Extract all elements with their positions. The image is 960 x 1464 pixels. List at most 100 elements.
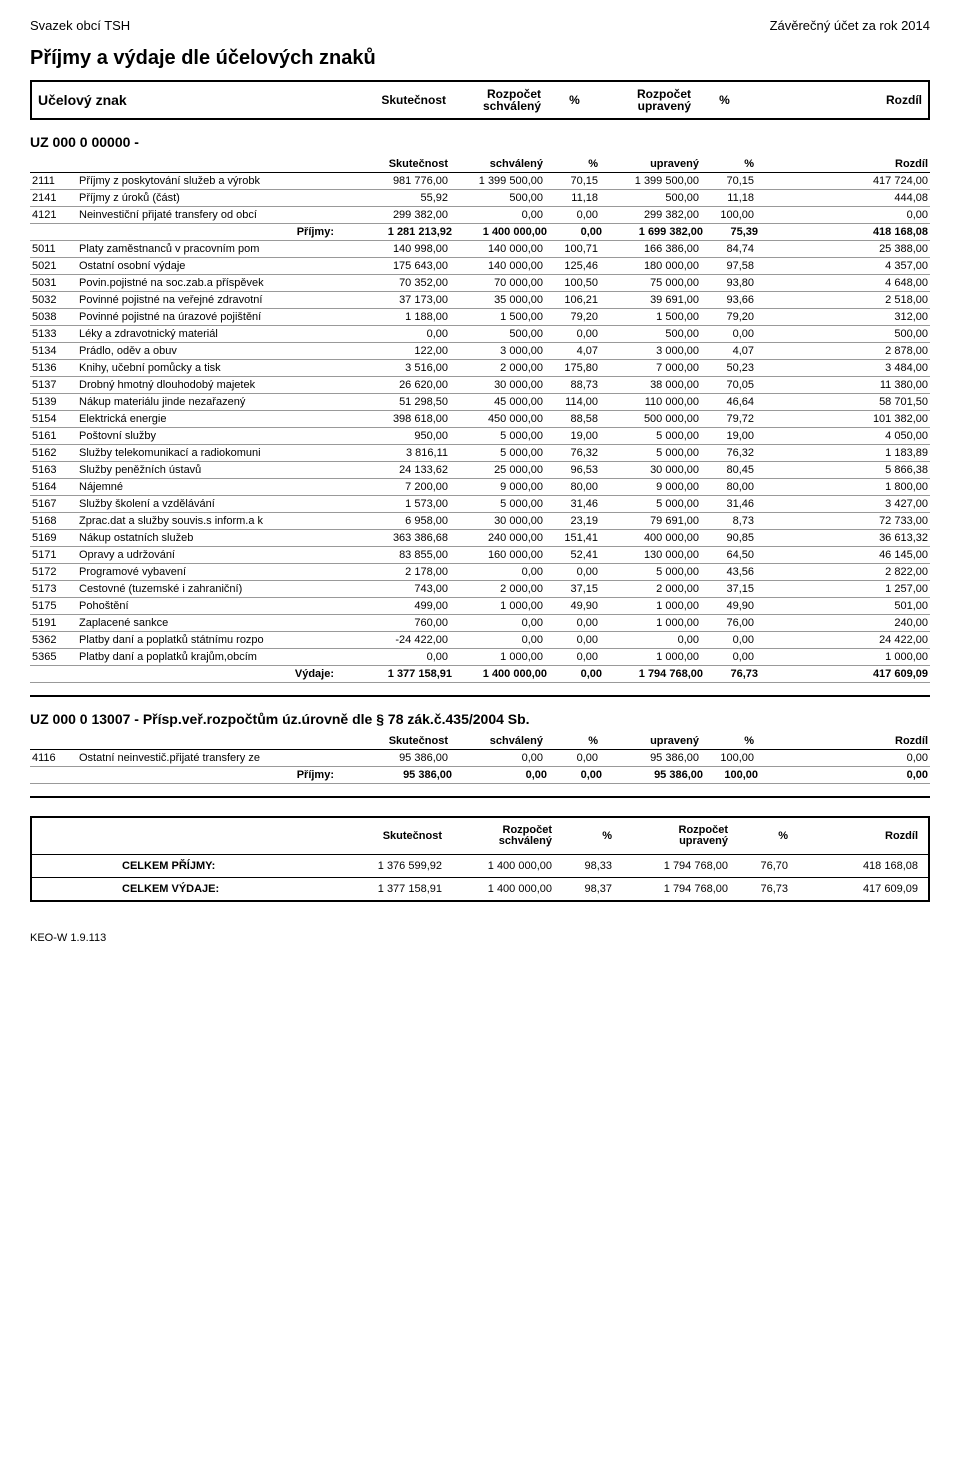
row-name: Zprac.dat a služby souvis.s inform.a k xyxy=(77,515,338,527)
table-row: 5172Programové vybavení2 178,000,000,005… xyxy=(30,564,930,581)
section1-code: UZ 000 0 00000 - xyxy=(30,134,930,150)
table-row: 2111Příjmy z poskytování služeb a výrobk… xyxy=(30,173,930,190)
row-upr: 0,00 xyxy=(604,634,699,646)
row-p2: 37,15 xyxy=(699,583,760,595)
row-skut: 499,00 xyxy=(338,600,448,612)
table-row: 5162Služby telekomunikací a radiokomuni3… xyxy=(30,445,930,462)
row-name: Prádlo, oděv a obuv xyxy=(77,345,338,357)
sh-sch: schválený xyxy=(448,158,543,170)
row-p2: 46,64 xyxy=(699,396,760,408)
row-name: Příjmy: xyxy=(77,769,342,781)
row-skut: -24 422,00 xyxy=(338,634,448,646)
row-name: Elektrická energie xyxy=(77,413,338,425)
table-row: 5139Nákup materiálu jinde nezařazený51 2… xyxy=(30,394,930,411)
row-name: Cestovné (tuzemské i zahraniční) xyxy=(77,583,338,595)
row-upr: 5 000,00 xyxy=(604,430,699,442)
row-code: 5139 xyxy=(30,396,77,408)
row-roz: 1 257,00 xyxy=(760,583,930,595)
row-sch: 140 000,00 xyxy=(448,260,543,272)
row-code: 5031 xyxy=(30,277,77,289)
row-roz: 0,00 xyxy=(760,752,930,764)
row-code: 5154 xyxy=(30,413,77,425)
row-skut: 0,00 xyxy=(338,328,448,340)
row-roz: 4 050,00 xyxy=(760,430,930,442)
row-p1: 151,41 xyxy=(543,532,604,544)
row-roz: 72 733,00 xyxy=(760,515,930,527)
row-upr: 30 000,00 xyxy=(604,464,699,476)
table-row: 5161Poštovní služby950,005 000,0019,005 … xyxy=(30,428,930,445)
row-roz: 240,00 xyxy=(760,617,930,629)
row-roz: 1 800,00 xyxy=(760,481,930,493)
sh-empty1 xyxy=(30,158,77,170)
row-name: Příjmy z poskytování služeb a výrobk xyxy=(77,175,338,187)
row-upr: 1 794 768,00 xyxy=(608,668,703,680)
row-sch: 9 000,00 xyxy=(448,481,543,493)
row-name: Platy zaměstnanců v pracovním pom xyxy=(77,243,338,255)
row-p1: 80,00 xyxy=(543,481,604,493)
row-roz: 417 724,00 xyxy=(760,175,930,187)
row-code: 5163 xyxy=(30,464,77,476)
row-p1: 19,00 xyxy=(543,430,604,442)
row-upr: 79 691,00 xyxy=(604,515,699,527)
row-upr: 38 000,00 xyxy=(604,379,699,391)
table-row: Příjmy:1 281 213,921 400 000,000,001 699… xyxy=(30,224,930,241)
row-code: 5172 xyxy=(30,566,77,578)
row-p1: 0,00 xyxy=(543,752,604,764)
row-p1: 79,20 xyxy=(543,311,604,323)
table-row: 5168Zprac.dat a služby souvis.s inform.a… xyxy=(30,513,930,530)
row-p2: 50,23 xyxy=(699,362,760,374)
row-upr: 166 386,00 xyxy=(604,243,699,255)
row-p1: 0,00 xyxy=(547,226,608,238)
row-roz: 2 518,00 xyxy=(760,294,930,306)
row-roz: 101 382,00 xyxy=(760,413,930,425)
table-row: Příjmy:95 386,000,000,0095 386,00100,000… xyxy=(30,767,930,784)
sh-p2: % xyxy=(699,158,760,170)
row-p1: 100,50 xyxy=(543,277,604,289)
table-row: 5137Drobný hmotný dlouhodobý majetek26 6… xyxy=(30,377,930,394)
section1-sep xyxy=(30,695,930,697)
table-row: 5171Opravy a udržování83 855,00160 000,0… xyxy=(30,547,930,564)
table-row: 4116Ostatní neinvestič.přijaté transfery… xyxy=(30,750,930,767)
row-sch: 70 000,00 xyxy=(448,277,543,289)
row-name: Programové vybavení xyxy=(77,566,338,578)
tr-sch: 1 400 000,00 xyxy=(442,883,552,895)
row-code xyxy=(30,226,77,238)
row-sch: 0,00 xyxy=(448,634,543,646)
row-name: Opravy a udržování xyxy=(77,549,338,561)
tr-label: CELKEM PŘÍJMY: xyxy=(32,860,322,872)
row-p2: 31,46 xyxy=(699,498,760,510)
row-sch: 0,00 xyxy=(448,617,543,629)
row-roz: 0,00 xyxy=(760,209,930,221)
sh2-empty1 xyxy=(30,735,77,747)
row-roz: 25 388,00 xyxy=(760,243,930,255)
row-roz: 11 380,00 xyxy=(760,379,930,391)
row-roz: 418 168,08 xyxy=(764,226,930,238)
row-roz: 417 609,09 xyxy=(764,668,930,680)
row-p2: 80,45 xyxy=(699,464,760,476)
row-skut: 83 855,00 xyxy=(338,549,448,561)
row-upr: 500 000,00 xyxy=(604,413,699,425)
row-p1: 106,21 xyxy=(543,294,604,306)
row-name: Služby telekomunikací a radiokomuni xyxy=(77,447,338,459)
sh-p1: % xyxy=(543,158,604,170)
row-name: Výdaje: xyxy=(77,668,342,680)
table-row: 5173Cestovné (tuzemské i zahraniční)743,… xyxy=(30,581,930,598)
row-p2: 76,32 xyxy=(699,447,760,459)
row-roz: 2 878,00 xyxy=(760,345,930,357)
row-roz: 1 183,89 xyxy=(760,447,930,459)
row-code: 5021 xyxy=(30,260,77,272)
row-p2: 76,00 xyxy=(699,617,760,629)
row-upr: 1 399 500,00 xyxy=(604,175,699,187)
row-name: Zaplacené sankce xyxy=(77,617,338,629)
row-roz: 312,00 xyxy=(760,311,930,323)
row-sch: 35 000,00 xyxy=(448,294,543,306)
row-code: 5133 xyxy=(30,328,77,340)
row-skut: 70 352,00 xyxy=(338,277,448,289)
row-p1: 52,41 xyxy=(543,549,604,561)
row-code: 5191 xyxy=(30,617,77,629)
row-upr: 7 000,00 xyxy=(604,362,699,374)
col-skutecnost: Skutečnost xyxy=(342,82,452,118)
row-upr: 1 699 382,00 xyxy=(608,226,703,238)
row-p2: 70,15 xyxy=(699,175,760,187)
th-roz: Rozdíl xyxy=(794,830,928,842)
